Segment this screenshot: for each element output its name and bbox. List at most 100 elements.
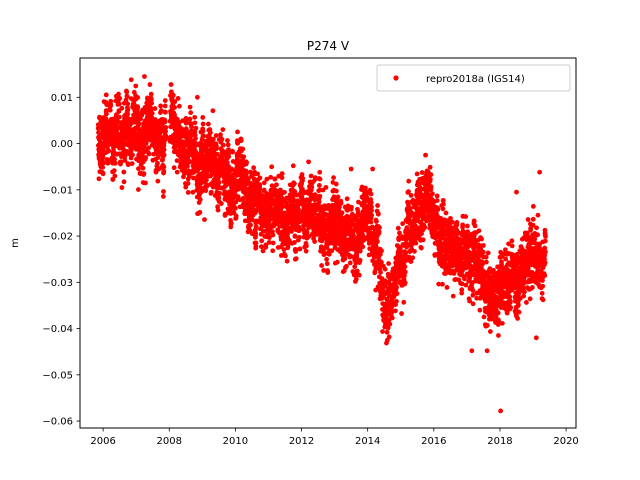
data-point — [100, 171, 106, 177]
x-tick-label: 2008 — [157, 436, 182, 447]
data-point — [293, 256, 299, 262]
data-point — [270, 240, 276, 246]
y-tick-label: −0.03 — [42, 278, 73, 289]
data-point — [257, 182, 263, 187]
data-point — [161, 189, 166, 194]
data-point — [504, 310, 510, 316]
data-point — [253, 240, 259, 246]
data-point — [272, 176, 278, 182]
data-point — [394, 298, 399, 304]
data-point — [499, 320, 505, 326]
data-point — [162, 98, 168, 103]
y-tick-label: −0.06 — [42, 417, 73, 428]
data-point — [200, 121, 206, 127]
data-point — [317, 176, 323, 182]
data-point — [219, 137, 225, 142]
data-point — [235, 129, 240, 135]
data-point — [379, 248, 384, 254]
data-point — [163, 129, 168, 134]
data-point — [503, 256, 509, 262]
data-point — [149, 106, 154, 112]
data-point — [141, 171, 147, 176]
y-axis: 0.010.00−0.01−0.02−0.03−0.04−0.05−0.06 — [42, 93, 80, 428]
data-point — [496, 333, 501, 338]
data-point — [481, 314, 487, 320]
data-point — [111, 148, 116, 154]
data-point — [197, 197, 203, 202]
data-point — [208, 189, 214, 195]
data-point — [282, 189, 287, 195]
data-point — [220, 142, 226, 148]
data-point — [413, 240, 419, 246]
data-point — [434, 193, 440, 199]
data-point — [296, 207, 302, 213]
data-point — [190, 189, 196, 195]
data-point — [240, 146, 246, 152]
data-point — [387, 321, 393, 327]
data-point — [219, 201, 224, 206]
data-point — [135, 112, 141, 118]
data-point — [186, 173, 192, 179]
data-point — [377, 225, 382, 231]
data-point — [216, 180, 222, 186]
data-point — [233, 213, 239, 219]
data-point — [373, 219, 379, 224]
data-point — [148, 91, 154, 97]
data-point — [380, 329, 385, 334]
y-axis-label: m — [10, 238, 21, 248]
data-point — [103, 92, 109, 98]
data-point — [418, 245, 424, 251]
data-point — [207, 130, 213, 136]
data-point — [244, 160, 249, 166]
data-point — [515, 316, 521, 321]
data-point — [203, 188, 209, 194]
data-point — [428, 172, 434, 178]
data-point — [283, 253, 288, 259]
data-point — [251, 165, 257, 171]
data-point — [339, 210, 345, 216]
data-point — [133, 83, 139, 89]
data-point — [192, 120, 198, 126]
data-point — [376, 229, 382, 235]
data-point — [185, 190, 191, 195]
data-point — [344, 196, 350, 202]
data-point — [427, 164, 433, 170]
data-point — [155, 178, 161, 184]
data-point — [183, 115, 189, 121]
data-point — [333, 181, 339, 187]
data-point — [112, 156, 117, 162]
x-tick-label: 2016 — [421, 436, 446, 447]
data-point — [354, 252, 360, 258]
data-point — [108, 102, 114, 108]
data-point — [476, 228, 482, 234]
data-point — [210, 108, 216, 114]
data-point — [163, 109, 168, 115]
data-point — [121, 179, 127, 185]
data-point — [335, 194, 341, 200]
data-point — [238, 138, 244, 143]
data-point — [382, 266, 388, 272]
data-point — [202, 217, 207, 223]
plot-area — [95, 74, 548, 414]
data-point — [368, 200, 374, 205]
data-point — [368, 191, 374, 197]
data-point — [319, 263, 325, 268]
data-point — [152, 106, 158, 111]
data-point — [158, 103, 164, 109]
data-point — [479, 236, 484, 242]
data-point — [205, 121, 211, 127]
data-point — [104, 111, 109, 117]
data-point — [108, 98, 114, 104]
data-point — [508, 304, 513, 310]
data-point — [136, 121, 142, 127]
data-point — [524, 300, 529, 305]
data-point — [121, 169, 127, 175]
data-point — [484, 322, 490, 328]
data-point — [200, 128, 206, 134]
data-point — [333, 188, 339, 194]
chart-title: P274 V — [307, 39, 350, 53]
data-point — [408, 193, 414, 198]
data-point — [100, 164, 106, 170]
data-point — [122, 158, 128, 163]
data-point — [402, 264, 408, 270]
